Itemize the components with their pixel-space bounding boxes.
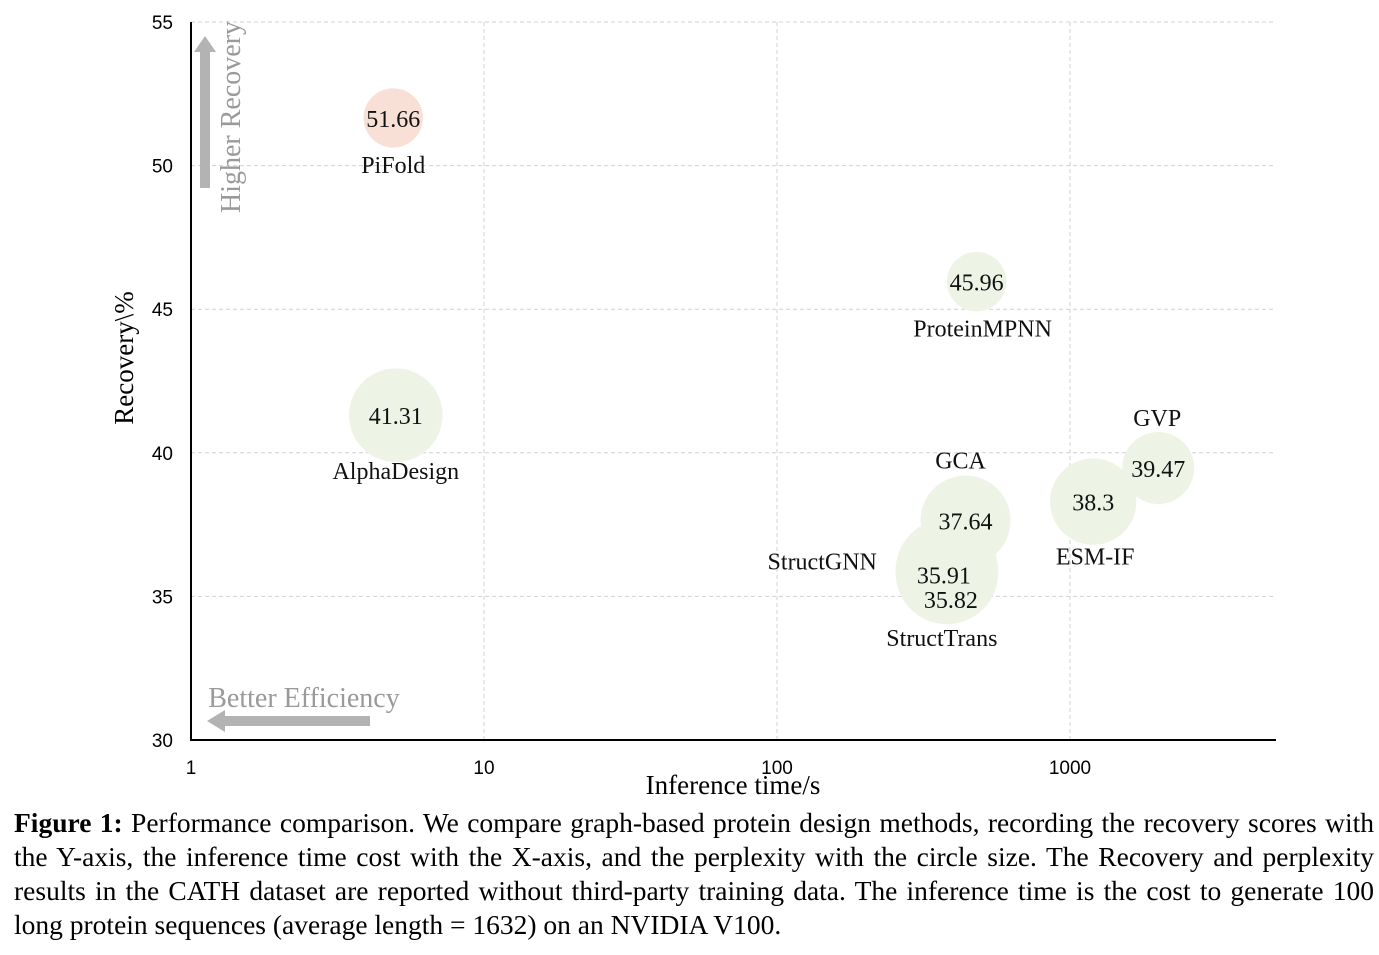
axes: 30 35 40 45 50 55 1 10 100 1000 Inference time/s Re… bbox=[109, 13, 1276, 800]
value-label-alphadesign: 41.31 bbox=[369, 404, 423, 430]
value-label-esm-if: 38.3 bbox=[1072, 491, 1114, 517]
value-label-proteinmpnn: 45.96 bbox=[950, 271, 1004, 297]
bubble-chart: 30 35 40 45 50 55 1 10 100 1000 Inference time/s Re… bbox=[109, 13, 1276, 800]
y-tick-label: 30 bbox=[152, 731, 173, 752]
better-efficiency-label: Better Efficiency bbox=[208, 683, 400, 714]
bubble-gvp bbox=[1122, 432, 1195, 505]
caption-text: Performance comparison. We compare graph… bbox=[14, 807, 1375, 940]
bubbles-layer bbox=[348, 88, 1195, 625]
y-tick-label: 40 bbox=[152, 444, 173, 465]
left-arrow-icon bbox=[207, 710, 370, 732]
y-axis-title: Recovery\% bbox=[109, 291, 139, 424]
name-label-structtrans: StructTrans bbox=[886, 626, 997, 652]
x-axis-title: Inference time/s bbox=[646, 770, 821, 800]
annotations: Higher Recovery Better Efficiency bbox=[194, 21, 400, 732]
value-label-structgnn: 35.91 bbox=[917, 563, 971, 589]
bubble-structtrans bbox=[895, 521, 999, 625]
x-tick-label: 10 bbox=[473, 758, 494, 779]
value-label-structtrans: 35.82 bbox=[924, 588, 978, 614]
caption-label: Figure 1: bbox=[14, 807, 123, 838]
name-label-proteinmpnn: ProteinMPNN bbox=[913, 317, 1052, 343]
y-tick-label: 45 bbox=[152, 300, 173, 321]
name-label-pifold: PiFold bbox=[361, 153, 425, 179]
value-label-gvp: 39.47 bbox=[1131, 457, 1185, 483]
point-labels: 51.66 PiFold 41.31 AlphaDesign 45.96 ProteinM… bbox=[332, 107, 1185, 652]
x-tick-label: 1 bbox=[186, 758, 197, 779]
bubble-proteinmpnn bbox=[946, 251, 1007, 312]
grid-lines bbox=[191, 21, 1276, 740]
higher-recovery-label: Higher Recovery bbox=[216, 21, 247, 213]
name-label-esm-if: ESM-IF bbox=[1056, 545, 1135, 571]
value-label-pifold: 51.66 bbox=[366, 107, 420, 133]
bubble-esm-if bbox=[1050, 458, 1137, 545]
bubble-alphadesign bbox=[348, 368, 443, 462]
up-arrow-icon bbox=[194, 36, 216, 188]
name-label-gvp: GVP bbox=[1133, 406, 1181, 432]
name-label-gca: GCA bbox=[935, 449, 986, 475]
bubble-pifold bbox=[363, 88, 423, 148]
y-tick-label: 35 bbox=[152, 587, 173, 608]
value-label-gca: 37.64 bbox=[939, 510, 993, 536]
y-tick-label: 55 bbox=[152, 13, 173, 34]
y-tick-label: 50 bbox=[152, 157, 173, 178]
name-label-structgnn: StructGNN bbox=[768, 549, 877, 575]
x-tick-label: 1000 bbox=[1049, 758, 1091, 779]
figure-caption: Figure 1: Performance comparison. We com… bbox=[14, 806, 1374, 942]
name-label-alphadesign: AlphaDesign bbox=[332, 459, 459, 485]
x-tick-label: 100 bbox=[761, 758, 793, 779]
